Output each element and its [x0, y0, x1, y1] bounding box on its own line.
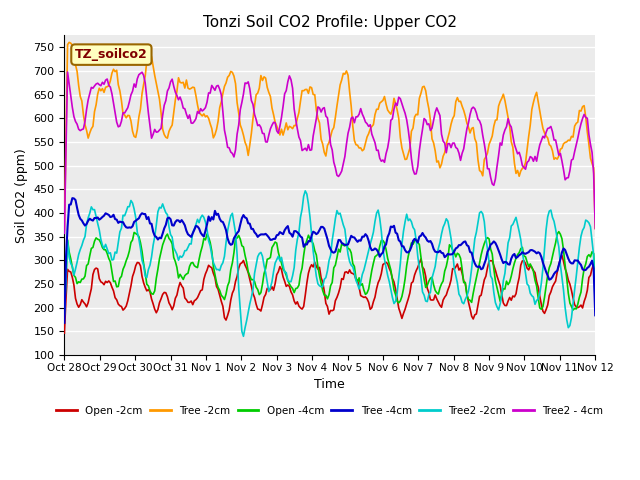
Y-axis label: Soil CO2 (ppm): Soil CO2 (ppm) — [15, 148, 28, 242]
X-axis label: Time: Time — [314, 378, 345, 391]
Legend: Open -2cm, Tree -2cm, Open -4cm, Tree -4cm, Tree2 -2cm, Tree2 - 4cm: Open -2cm, Tree -2cm, Open -4cm, Tree -4… — [52, 402, 607, 420]
Title: Tonzi Soil CO2 Profile: Upper CO2: Tonzi Soil CO2 Profile: Upper CO2 — [203, 15, 457, 30]
Text: TZ_soilco2: TZ_soilco2 — [75, 48, 148, 61]
